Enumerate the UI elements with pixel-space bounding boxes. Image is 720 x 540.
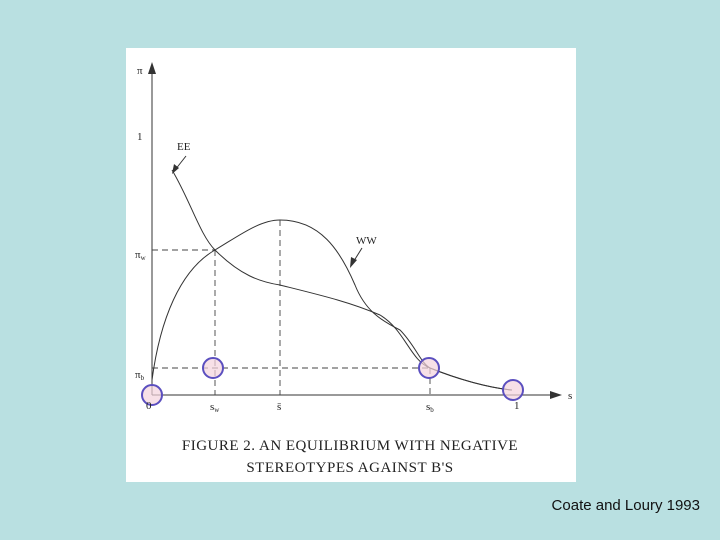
label-base: π	[135, 369, 141, 381]
caption-line: FIGURE 2. AN EQUILIBRIUM WITH NEGATIVE	[182, 438, 518, 454]
x-tick-label: 1	[514, 400, 520, 412]
y-tick-label: πw	[135, 249, 147, 262]
curve-label: WW	[356, 235, 377, 247]
x-arrow	[550, 391, 562, 399]
highlight-circle	[141, 384, 163, 406]
highlight-circle	[502, 379, 524, 401]
label-sub: w	[141, 254, 147, 262]
x-tick-label: sb	[426, 401, 434, 414]
highlight-circle	[418, 357, 440, 379]
label-base: π	[135, 249, 141, 261]
curve-label: EE	[177, 141, 191, 153]
ee-arrowhead	[172, 164, 179, 174]
caption-line: STEREOTYPES AGAINST B'S	[246, 460, 453, 476]
label-sub: b	[430, 406, 434, 414]
axes	[151, 70, 555, 396]
x-tick-label: sw	[210, 401, 220, 414]
x-axis-label: s	[568, 390, 572, 402]
highlight-circle	[202, 357, 224, 379]
label-sub: b	[141, 374, 145, 382]
x-tick-label: s̄	[277, 401, 281, 413]
y-arrow	[148, 62, 156, 74]
label-sub: w	[214, 406, 220, 414]
x-tick-label: 0	[146, 400, 152, 412]
y-axis-label: π	[137, 65, 143, 77]
ww-arrowhead	[350, 257, 357, 268]
highlights	[141, 357, 524, 406]
y-tick-label: πb	[135, 369, 145, 382]
label-base: s	[210, 401, 214, 413]
y-tick-label: 1	[137, 131, 143, 143]
label-base: s	[426, 401, 430, 413]
credit: Coate and Loury 1993	[551, 497, 700, 514]
